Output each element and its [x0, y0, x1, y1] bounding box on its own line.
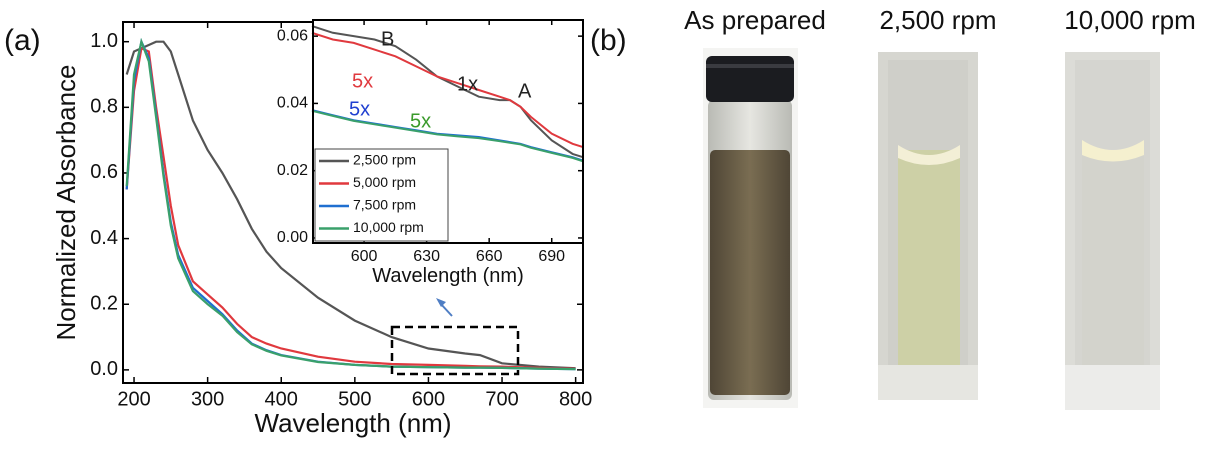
y-tick-label: 0.04: [277, 95, 308, 112]
x-tick-label: 500: [338, 388, 371, 410]
y-tick-label: 0.8: [90, 96, 118, 118]
photo-label: As prepared: [684, 5, 826, 35]
legend-box: [314, 148, 449, 242]
series-line: [311, 31, 584, 149]
y-axis-title: Normalized Absorbance: [51, 64, 81, 340]
legend-label: 10,000 rpm: [353, 219, 424, 235]
x-tick-label: 400: [265, 388, 298, 410]
legend-label: 2,500 rpm: [353, 152, 416, 168]
x-tick-label: 800: [559, 388, 592, 410]
y-tick-label: 0.06: [277, 27, 308, 44]
y-tick-label: 0.0: [90, 358, 118, 380]
annotation: 5x: [410, 110, 431, 132]
x-tick-label: 700: [485, 388, 518, 410]
series-line: [311, 25, 584, 159]
x-tick-label: 660: [476, 248, 503, 265]
x-axis-title: Wavelength (nm): [372, 265, 524, 287]
photo-label: 2,500 rpm: [879, 5, 996, 35]
series-line: [125, 37, 576, 371]
y-tick-label: 1.0: [90, 30, 118, 52]
annotation: B: [381, 28, 394, 50]
x-tick-label: 200: [117, 388, 150, 410]
y-tick-label: 0.00: [277, 229, 308, 246]
photo-cuvette: [1065, 52, 1160, 410]
annotation: A: [518, 80, 532, 102]
x-tick-label: 690: [538, 248, 565, 265]
annotation: 1x: [457, 73, 478, 95]
x-axis-title: Wavelength (nm): [255, 408, 452, 438]
panel-label: (a): [4, 24, 41, 57]
x-tick-label: 630: [413, 248, 440, 265]
series-line: [311, 109, 584, 163]
y-tick-label: 0.6: [90, 161, 118, 183]
panel-label: (b): [590, 24, 627, 57]
y-tick-label: 0.02: [277, 162, 308, 179]
zoom-box: [390, 325, 520, 376]
plot-frame: [312, 19, 584, 244]
x-tick-label: 600: [412, 388, 445, 410]
annotation: 5x: [352, 70, 373, 92]
chart: 600 630 660 690 0.00 0.02 0.04 0.06 Wavelength (…: [277, 19, 584, 287]
photo-cuvette: [878, 52, 978, 400]
photo-vial: [703, 48, 798, 408]
legend-label: 7,500 rpm: [353, 197, 416, 213]
chart: 200 300 400 500 600 700 800 0.0 0.2 0.4 0.6 0.8 1.0 W…: [51, 21, 592, 438]
y-tick-label: 0.4: [90, 227, 118, 249]
x-tick-label: 600: [351, 248, 378, 265]
series-line: [125, 40, 576, 370]
zoom-arrow-head: [436, 298, 446, 307]
x-tick-label: 300: [191, 388, 224, 410]
y-tick-label: 0.2: [90, 293, 118, 315]
photo-label: 10,000 rpm: [1064, 5, 1196, 35]
legend-label: 5,000 rpm: [353, 174, 416, 190]
annotation: 5x: [349, 98, 370, 120]
